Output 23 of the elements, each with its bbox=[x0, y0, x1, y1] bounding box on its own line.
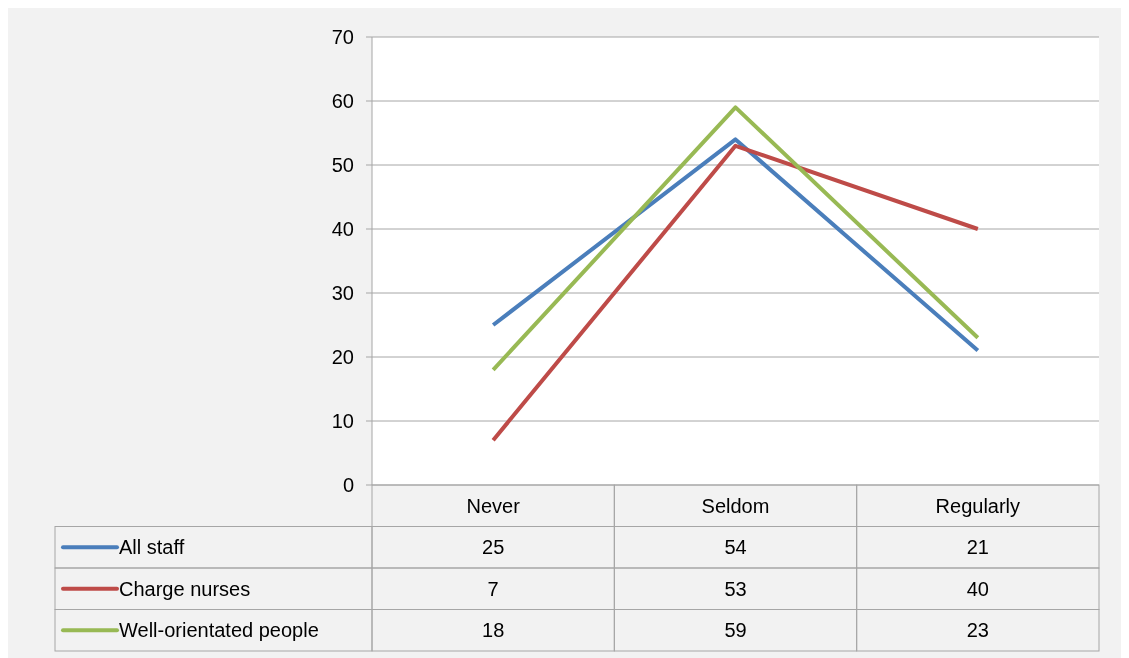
data-label: 53 bbox=[724, 577, 747, 600]
data-label: 7 bbox=[487, 577, 499, 600]
data-label: 25 bbox=[482, 536, 505, 559]
data-label: 18 bbox=[482, 619, 505, 642]
y-tick-label: 70 bbox=[331, 26, 354, 48]
data-label: 23 bbox=[966, 619, 989, 642]
y-tick-label: 60 bbox=[331, 90, 354, 112]
x-tick-label: Never bbox=[466, 494, 521, 517]
legend-label: Charge nurses bbox=[119, 577, 251, 600]
y-tick-label: 20 bbox=[331, 346, 354, 368]
y-tick-label: 0 bbox=[342, 474, 354, 496]
y-tick-label: 30 bbox=[331, 282, 354, 304]
y-tick-label: 10 bbox=[331, 410, 354, 432]
data-label: 54 bbox=[724, 536, 747, 559]
legend-label: All staff bbox=[119, 536, 185, 559]
legend-label: Well-orientated people bbox=[119, 619, 319, 642]
x-tick-label: Seldom bbox=[701, 494, 770, 517]
y-tick-label: 40 bbox=[331, 218, 354, 240]
y-tick-label: 50 bbox=[331, 154, 354, 176]
data-label: 59 bbox=[724, 619, 747, 642]
x-tick-label: Regularly bbox=[935, 494, 1021, 517]
data-label: 21 bbox=[966, 536, 989, 559]
data-label: 40 bbox=[966, 577, 989, 600]
